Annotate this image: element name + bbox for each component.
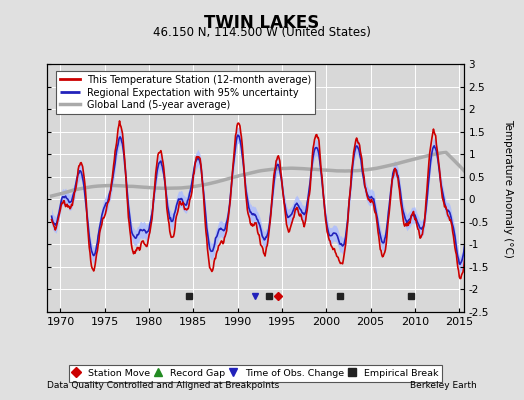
Text: 46.150 N, 114.500 W (United States): 46.150 N, 114.500 W (United States)	[153, 26, 371, 39]
Text: Data Quality Controlled and Aligned at Breakpoints: Data Quality Controlled and Aligned at B…	[47, 381, 279, 390]
Y-axis label: Temperature Anomaly (°C): Temperature Anomaly (°C)	[503, 118, 513, 258]
Legend: Station Move, Record Gap, Time of Obs. Change, Empirical Break: Station Move, Record Gap, Time of Obs. C…	[69, 365, 442, 382]
Text: TWIN LAKES: TWIN LAKES	[204, 14, 320, 32]
Text: Berkeley Earth: Berkeley Earth	[410, 381, 477, 390]
